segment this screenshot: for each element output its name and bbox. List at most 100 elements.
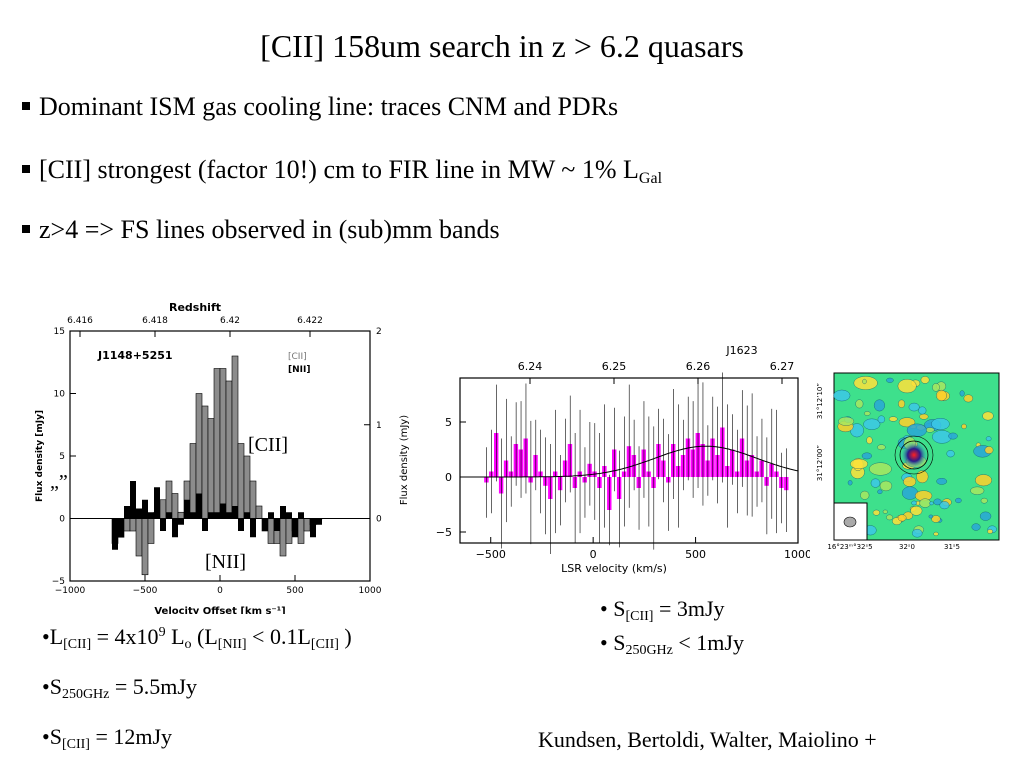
map-noise-blob bbox=[936, 389, 947, 402]
top-tick-label: 6.418 bbox=[142, 316, 168, 326]
map-noise-blob bbox=[877, 444, 886, 451]
map-noise-blob bbox=[862, 378, 867, 385]
cii-bar bbox=[225, 380, 233, 519]
cii-bar bbox=[201, 405, 209, 519]
map-ra-tick-2: 32ˢ0 bbox=[899, 543, 915, 551]
nii-bar bbox=[160, 518, 166, 531]
map-noise-blob bbox=[847, 480, 853, 486]
square-bullet-icon bbox=[22, 165, 30, 174]
map-noise-blob bbox=[919, 413, 929, 420]
cii-bar bbox=[243, 455, 251, 519]
map-noise-blob bbox=[920, 376, 930, 384]
map-noise-blob bbox=[873, 399, 885, 412]
j1623-ylabel: Flux density (mJy) bbox=[399, 415, 410, 505]
map-noise-blob bbox=[908, 402, 920, 412]
j1623-x-ticks: −500 0 500 1000 bbox=[476, 537, 810, 561]
nii-bar bbox=[316, 518, 322, 525]
map-noise-blob bbox=[961, 423, 967, 430]
cii-label: [CII] bbox=[248, 434, 288, 456]
note-left-3: •S[CII] = 12mJy bbox=[42, 724, 173, 752]
j1623-source-name: J1623 bbox=[725, 344, 757, 357]
cii-bar bbox=[219, 368, 227, 519]
map-noise-blob bbox=[860, 490, 870, 500]
cii-bar bbox=[129, 518, 137, 532]
map-noise-blob bbox=[936, 478, 948, 485]
cii-bar bbox=[171, 493, 179, 519]
cii-bar bbox=[189, 443, 197, 519]
map-noise-blob bbox=[898, 399, 906, 408]
bullet-3: z>4 => FS lines observed in (sub)mm band… bbox=[22, 215, 500, 245]
nii-bar bbox=[184, 499, 190, 519]
map-noise-blob bbox=[903, 476, 917, 487]
nii-bar bbox=[298, 512, 304, 519]
map-noise-blob bbox=[863, 418, 881, 430]
cii-bar bbox=[237, 443, 245, 519]
cii-bar bbox=[249, 480, 257, 519]
map-noise-blob bbox=[979, 511, 992, 521]
j1623-spectrum-figure: J1623 6.24 6.25 6.26 6.27 −5 0 5 −500 0 500 1000… bbox=[399, 344, 810, 575]
x-tick-label: 500 bbox=[286, 586, 303, 596]
map-noise-blob bbox=[906, 423, 927, 437]
nii-bar bbox=[238, 518, 244, 531]
map-noise-blob bbox=[888, 416, 898, 422]
cii-bar bbox=[267, 518, 275, 544]
nii-bar bbox=[226, 512, 232, 519]
top-tick-label: 6.27 bbox=[770, 360, 795, 373]
map-source-peak bbox=[900, 441, 928, 469]
map-noise-blob bbox=[869, 462, 892, 476]
bullet-3-text: z>4 => FS lines observed in (sub)mm band… bbox=[39, 215, 500, 244]
nii-bar bbox=[244, 512, 250, 519]
j1148-xlabel: Velocity Offset [km s⁻¹] bbox=[154, 606, 285, 614]
nii-bar bbox=[130, 481, 136, 519]
top-tick-label: 6.26 bbox=[686, 360, 711, 373]
y2-tick-label: 0 bbox=[376, 515, 382, 525]
legend-cii: [CII] bbox=[288, 352, 307, 362]
map-dec-tick-1: 31°12’10” bbox=[816, 383, 824, 419]
x-tick-label: 0 bbox=[590, 548, 597, 561]
map-noise-blob bbox=[980, 497, 988, 504]
map-source-contour bbox=[899, 440, 929, 470]
nii-bar bbox=[166, 512, 172, 519]
map-noise-blob bbox=[932, 383, 940, 392]
cii-bar bbox=[123, 518, 131, 532]
top-tick-label: 6.42 bbox=[220, 316, 240, 326]
map-noise-blob bbox=[910, 505, 923, 516]
nii-bar bbox=[112, 518, 118, 550]
map-noise-blob bbox=[898, 417, 916, 428]
top-tick-label: 6.25 bbox=[602, 360, 627, 373]
map-noise-blob bbox=[929, 501, 934, 506]
y-tick-label: 0 bbox=[59, 515, 65, 525]
nii-bar bbox=[274, 518, 280, 531]
cii-bar bbox=[213, 368, 221, 519]
map-noise-blob bbox=[919, 498, 931, 508]
map-noise-blob bbox=[897, 514, 907, 522]
y2-tick-label: 2 bbox=[376, 327, 382, 337]
map-noise-blob bbox=[912, 528, 923, 538]
cii-bar bbox=[159, 499, 167, 519]
nii-bar bbox=[172, 518, 178, 538]
j1148-source-name: J1148+5251 bbox=[97, 349, 173, 362]
nii-bar bbox=[310, 518, 316, 538]
nii-bar bbox=[214, 512, 220, 519]
nii-bar bbox=[202, 518, 208, 531]
cii-bar bbox=[255, 505, 263, 519]
y-tick-label: 0 bbox=[445, 471, 452, 484]
note-right-1: • S[CII] = 3mJy bbox=[600, 596, 725, 624]
map-noise-blob bbox=[939, 501, 950, 510]
top-tick-label: 6.416 bbox=[67, 316, 93, 326]
map-noise-blob bbox=[982, 411, 994, 421]
top-tick-label: 6.24 bbox=[518, 360, 543, 373]
nii-bar bbox=[250, 518, 256, 538]
j1148-top-ticks: 6.416 6.418 6.42 6.422 bbox=[67, 316, 323, 337]
map-noise-blob bbox=[870, 478, 881, 488]
bullet-1: Dominant ISM gas cooling line: traces CN… bbox=[22, 92, 618, 122]
map-noise-blob bbox=[928, 514, 934, 519]
map-noise-blob bbox=[971, 523, 981, 531]
map-noise-blob bbox=[897, 378, 917, 394]
y-tick-label: −5 bbox=[52, 577, 65, 587]
note-right-2: • S250GHz < 1mJy bbox=[600, 630, 744, 658]
map-noise-blob bbox=[886, 377, 894, 383]
cii-bar bbox=[141, 518, 149, 576]
map-noise-blob bbox=[864, 411, 871, 416]
